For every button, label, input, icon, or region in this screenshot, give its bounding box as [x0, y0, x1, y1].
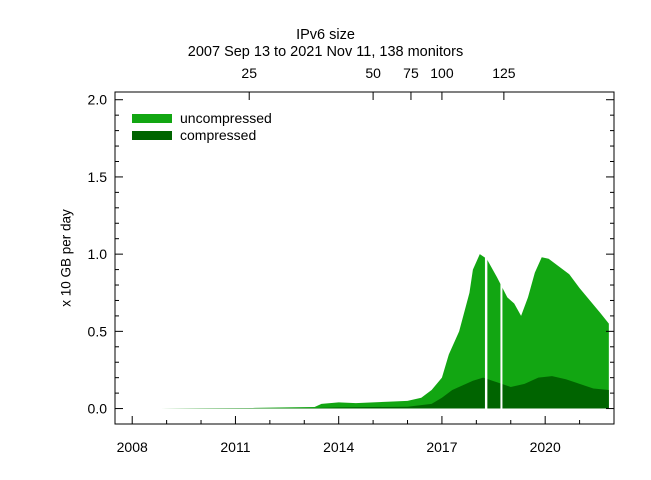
y-tick-label: 0.5: [88, 323, 108, 339]
top-tick-label: 100: [430, 65, 454, 81]
y-tick-label: 0.0: [88, 401, 108, 417]
series-areas: [159, 254, 609, 409]
top-tick-label: 50: [365, 65, 381, 81]
x-tick-label: 2017: [426, 439, 457, 455]
x-tick-label: 2020: [530, 439, 561, 455]
axes: 0.0 0.5 1.0 1.5 2.0 2008 2011 2014 2017 2020 25 50 7…: [88, 65, 615, 455]
legend-label-compressed: compressed: [180, 127, 256, 143]
data-gap: [484, 246, 488, 409]
y-tick-label: 1.0: [88, 246, 108, 262]
top-tick-label: 25: [241, 65, 257, 81]
chart-subtitle: 2007 Sep 13 to 2021 Nov 11, 138 monitors: [187, 44, 464, 60]
x-tick-label: 2014: [323, 439, 354, 455]
data-gaps: [484, 246, 503, 409]
top-tick-label: 75: [403, 65, 419, 81]
y-tick-label: 1.5: [88, 169, 108, 185]
plot-frame: [114, 91, 615, 425]
legend-swatch-uncompressed: [132, 114, 172, 123]
x-tick-label: 2008: [117, 439, 148, 455]
data-gap: [500, 246, 503, 409]
top-tick-label: 125: [492, 65, 516, 81]
legend-swatch-compressed: [132, 131, 172, 140]
x-tick-label: 2011: [220, 439, 250, 455]
y-tick-label: 2.0: [88, 92, 108, 108]
chart-title: IPv6 size: [296, 27, 355, 43]
legend-label-uncompressed: uncompressed: [180, 110, 272, 126]
series-area-compressed: [159, 376, 609, 409]
series-area-uncompressed: [159, 254, 609, 409]
